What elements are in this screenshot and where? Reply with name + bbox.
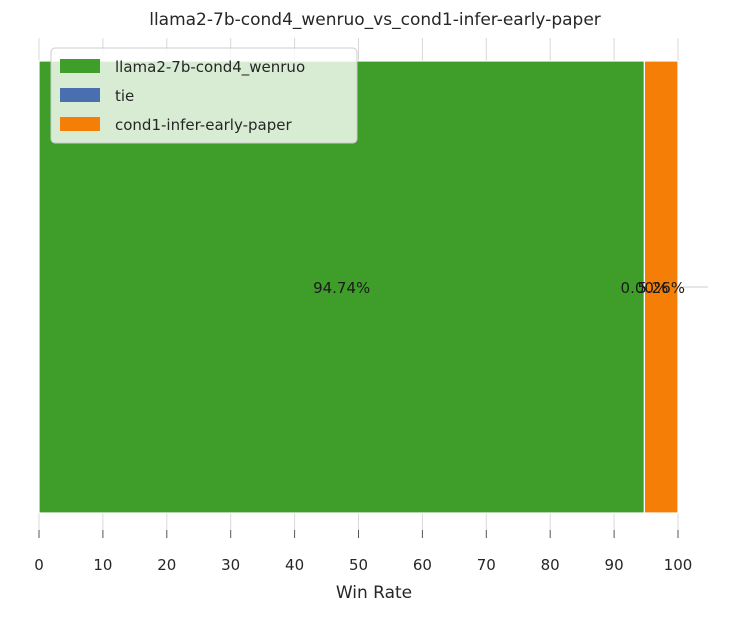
legend-label-llama2-7b-cond4_wenruo: llama2-7b-cond4_wenruo: [115, 58, 305, 77]
data-label-cond1-infer-early-paper: 5.26%: [637, 279, 685, 297]
x-tick-label-8: 80: [541, 556, 560, 574]
x-tick-label-1: 10: [93, 556, 112, 574]
data-labels: 94.74% 0.00%5.26%: [313, 279, 685, 297]
legend-box: [50, 47, 358, 144]
data-label-tie: 0.00%: [621, 279, 669, 297]
legend-label-cond1-infer-early-paper: cond1-infer-early-paper: [115, 116, 292, 134]
x-axis: 0 10 20 30 40 50 60 70 80 90 100: [34, 530, 692, 574]
data-label-llama2-7b-cond4_wenruo: 94.74%: [313, 279, 370, 297]
x-tick-label-10: 100: [664, 556, 693, 574]
x-tick-label-4: 40: [285, 556, 304, 574]
x-tick-label-7: 70: [477, 556, 496, 574]
x-tick-label-2: 20: [157, 556, 176, 574]
legend-swatch-llama2-7b-cond4_wenruo: [60, 59, 100, 73]
x-tick-label-9: 90: [605, 556, 624, 574]
x-tick-label-5: 50: [349, 556, 368, 574]
legend-swatch-cond1-infer-early-paper: [60, 117, 100, 131]
legend-swatch-tie: [60, 88, 100, 102]
x-axis-label: Win Rate: [336, 583, 412, 603]
bar-cond1-infer-early-paper: [643, 60, 679, 514]
x-tick-label-0: 0: [34, 556, 44, 574]
x-tick-label-3: 30: [221, 556, 240, 574]
x-tick-label-6: 60: [413, 556, 432, 574]
chart-title: llama2-7b-cond4_wenruo_vs_cond1-infer-ea…: [149, 10, 601, 30]
legend-label-tie: tie: [115, 87, 134, 105]
